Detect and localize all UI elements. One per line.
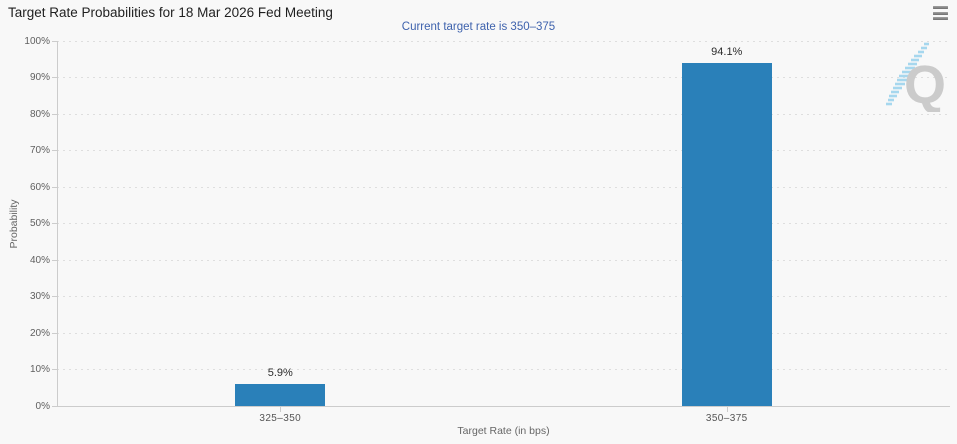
watermark-slash-icon <box>886 42 929 106</box>
x-axis-tick <box>726 407 728 412</box>
y-gridline <box>57 259 950 261</box>
y-gridline <box>57 113 950 115</box>
y-gridline <box>57 223 950 224</box>
y-axis-tick <box>52 332 57 334</box>
x-axis-line <box>57 406 950 407</box>
y-axis-tick <box>52 40 57 42</box>
y-gridline <box>57 77 950 78</box>
y-gridline <box>57 186 950 188</box>
y-axis-tick-label: 90% <box>29 72 50 83</box>
hamburger-icon <box>933 6 948 9</box>
y-axis-tick-label: 10% <box>29 364 50 375</box>
probability-bar[interactable] <box>235 384 326 406</box>
y-axis-tick <box>52 113 57 115</box>
x-axis-category-label: 350–375 <box>705 413 748 424</box>
y-axis-line <box>57 41 58 406</box>
quandl-watermark-graphic: Q <box>886 42 946 115</box>
y-axis-tick <box>52 77 57 78</box>
y-axis-tick-label: 80% <box>29 108 50 120</box>
y-axis-tick-label: 0% <box>35 400 50 412</box>
y-axis-tick <box>52 223 57 224</box>
quandl-watermark: Q <box>884 40 948 115</box>
y-axis-tick-label: 60% <box>29 181 50 193</box>
hamburger-icon <box>933 17 948 20</box>
y-gridline <box>57 40 950 42</box>
y-axis-tick <box>52 296 57 297</box>
y-axis-tick <box>52 150 57 151</box>
y-axis-tick-label: 30% <box>29 291 50 302</box>
chart-title: Target Rate Probabilities for 18 Mar 202… <box>8 5 333 20</box>
x-axis-tick <box>280 407 282 412</box>
x-axis-category-label: 325–350 <box>259 413 302 424</box>
chart-context-menu-button[interactable] <box>933 6 950 20</box>
probability-bar[interactable] <box>681 62 772 406</box>
y-gridline <box>57 296 950 297</box>
y-axis-tick <box>52 369 57 370</box>
y-axis-tick <box>52 259 57 261</box>
chart-subtitle: Current target rate is 350–375 <box>401 21 556 33</box>
y-axis-tick-label: 50% <box>29 218 50 229</box>
x-axis-title: Target Rate (in bps) <box>457 425 550 437</box>
y-gridline <box>57 332 950 334</box>
y-gridline <box>57 150 950 151</box>
y-axis-tick <box>52 405 57 407</box>
y-axis-tick-label: 40% <box>29 254 50 266</box>
bar-value-label: 5.9% <box>267 367 293 380</box>
watermark-q-letter: Q <box>904 55 946 112</box>
y-axis-tick <box>52 186 57 188</box>
bar-value-label: 94.1% <box>711 45 743 58</box>
y-axis-tick-label: 70% <box>29 145 50 156</box>
hamburger-icon <box>933 11 948 15</box>
y-axis-tick-label: 20% <box>29 327 50 339</box>
y-gridline <box>57 369 950 370</box>
y-axis-tick-label: 100% <box>24 35 50 47</box>
